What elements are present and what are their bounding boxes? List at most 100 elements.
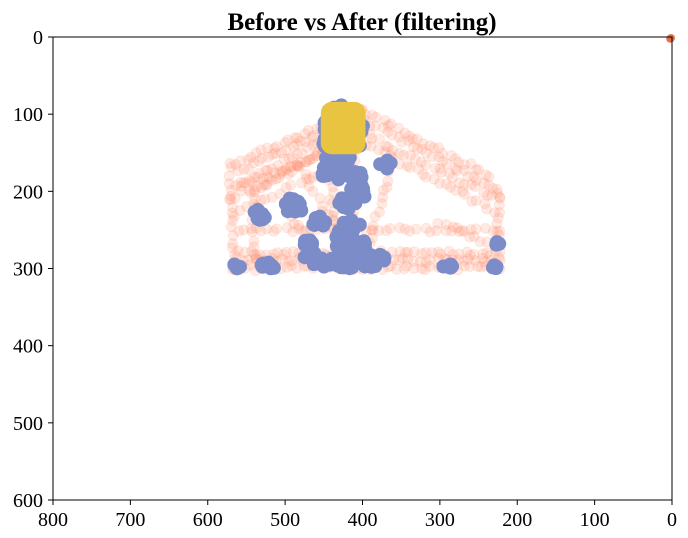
before-point <box>253 167 265 179</box>
before-point <box>458 260 470 272</box>
before-point <box>449 163 461 175</box>
x-tick-label: 300 <box>425 509 455 531</box>
before-point <box>285 179 297 191</box>
before-point <box>280 144 292 156</box>
before-point <box>245 223 257 235</box>
before-point <box>403 135 415 147</box>
before-point <box>468 249 480 261</box>
x-axis: 800 700 600 500 400 300 200 100 0 <box>38 500 677 531</box>
before-point <box>269 167 281 179</box>
before-point <box>268 142 280 154</box>
before-point <box>249 172 261 184</box>
before-point <box>293 219 305 231</box>
before-point <box>380 225 392 237</box>
before-point <box>492 212 504 224</box>
before-point <box>272 160 284 172</box>
before-point <box>286 255 298 267</box>
after-point <box>356 234 371 249</box>
before-point <box>266 163 278 175</box>
before-point <box>367 224 379 236</box>
before-point <box>377 122 389 134</box>
before-point <box>440 178 452 190</box>
before-point <box>243 174 255 186</box>
before-point <box>279 164 291 176</box>
before-point <box>428 173 440 185</box>
before-point <box>292 161 304 173</box>
before-point <box>302 124 314 136</box>
before-point <box>429 162 441 174</box>
before-point <box>424 226 436 238</box>
after-point <box>278 196 293 211</box>
before-point <box>369 211 381 223</box>
before-point <box>238 177 250 189</box>
before-point <box>238 224 250 236</box>
before-point <box>250 147 262 159</box>
before-point <box>433 151 445 163</box>
before-point <box>393 131 405 143</box>
before-point <box>435 248 447 260</box>
before-point <box>248 241 260 253</box>
before-point <box>450 184 462 196</box>
before-point <box>464 261 476 273</box>
before-point <box>283 168 295 180</box>
before-point <box>464 249 476 261</box>
before-point <box>266 191 278 203</box>
after-point <box>380 161 395 176</box>
before-point <box>453 248 465 260</box>
before-point <box>420 257 432 269</box>
before-point <box>374 133 386 145</box>
before-point <box>398 149 410 161</box>
before-point <box>426 151 438 163</box>
before-point <box>307 152 319 164</box>
before-point <box>481 189 493 201</box>
before-point <box>235 185 247 197</box>
before-point <box>288 141 300 153</box>
before-point <box>291 148 303 160</box>
before-point <box>465 179 477 191</box>
plot-area <box>223 98 507 277</box>
before-point <box>403 130 415 142</box>
before-point <box>470 223 482 235</box>
before-point <box>480 222 492 234</box>
before-point <box>479 198 491 210</box>
before-point <box>433 142 445 154</box>
before-point <box>458 255 470 267</box>
before-point <box>291 160 303 172</box>
x-tick-label: 100 <box>580 509 610 531</box>
before-point <box>303 154 315 166</box>
after-point <box>325 151 340 166</box>
before-point <box>259 193 271 205</box>
before-point <box>238 163 250 175</box>
before-point <box>483 171 495 183</box>
before-point <box>404 149 416 161</box>
before-point <box>299 128 311 140</box>
before-point <box>258 179 270 191</box>
before-point <box>239 246 251 258</box>
before-point <box>470 164 482 176</box>
before-point <box>374 206 386 218</box>
before-point <box>314 192 326 204</box>
before-point <box>398 263 410 275</box>
before-point <box>411 133 423 145</box>
after-point <box>345 188 360 203</box>
before-point <box>379 114 391 126</box>
before-point <box>235 155 247 167</box>
before-point <box>366 109 378 121</box>
before-point <box>384 223 396 235</box>
outlier-point <box>666 34 675 43</box>
before-point <box>393 147 405 159</box>
before-point <box>226 242 238 254</box>
before-point <box>225 190 237 202</box>
before-point <box>420 159 432 171</box>
before-point <box>300 136 312 148</box>
before-point <box>491 187 503 199</box>
before-point <box>483 179 495 191</box>
before-point <box>246 226 258 238</box>
before-point <box>300 156 312 168</box>
before-point <box>465 158 477 170</box>
after-point <box>346 223 361 238</box>
before-point <box>226 201 238 213</box>
before-point <box>296 147 308 159</box>
before-point <box>229 192 241 204</box>
before-point <box>436 147 448 159</box>
